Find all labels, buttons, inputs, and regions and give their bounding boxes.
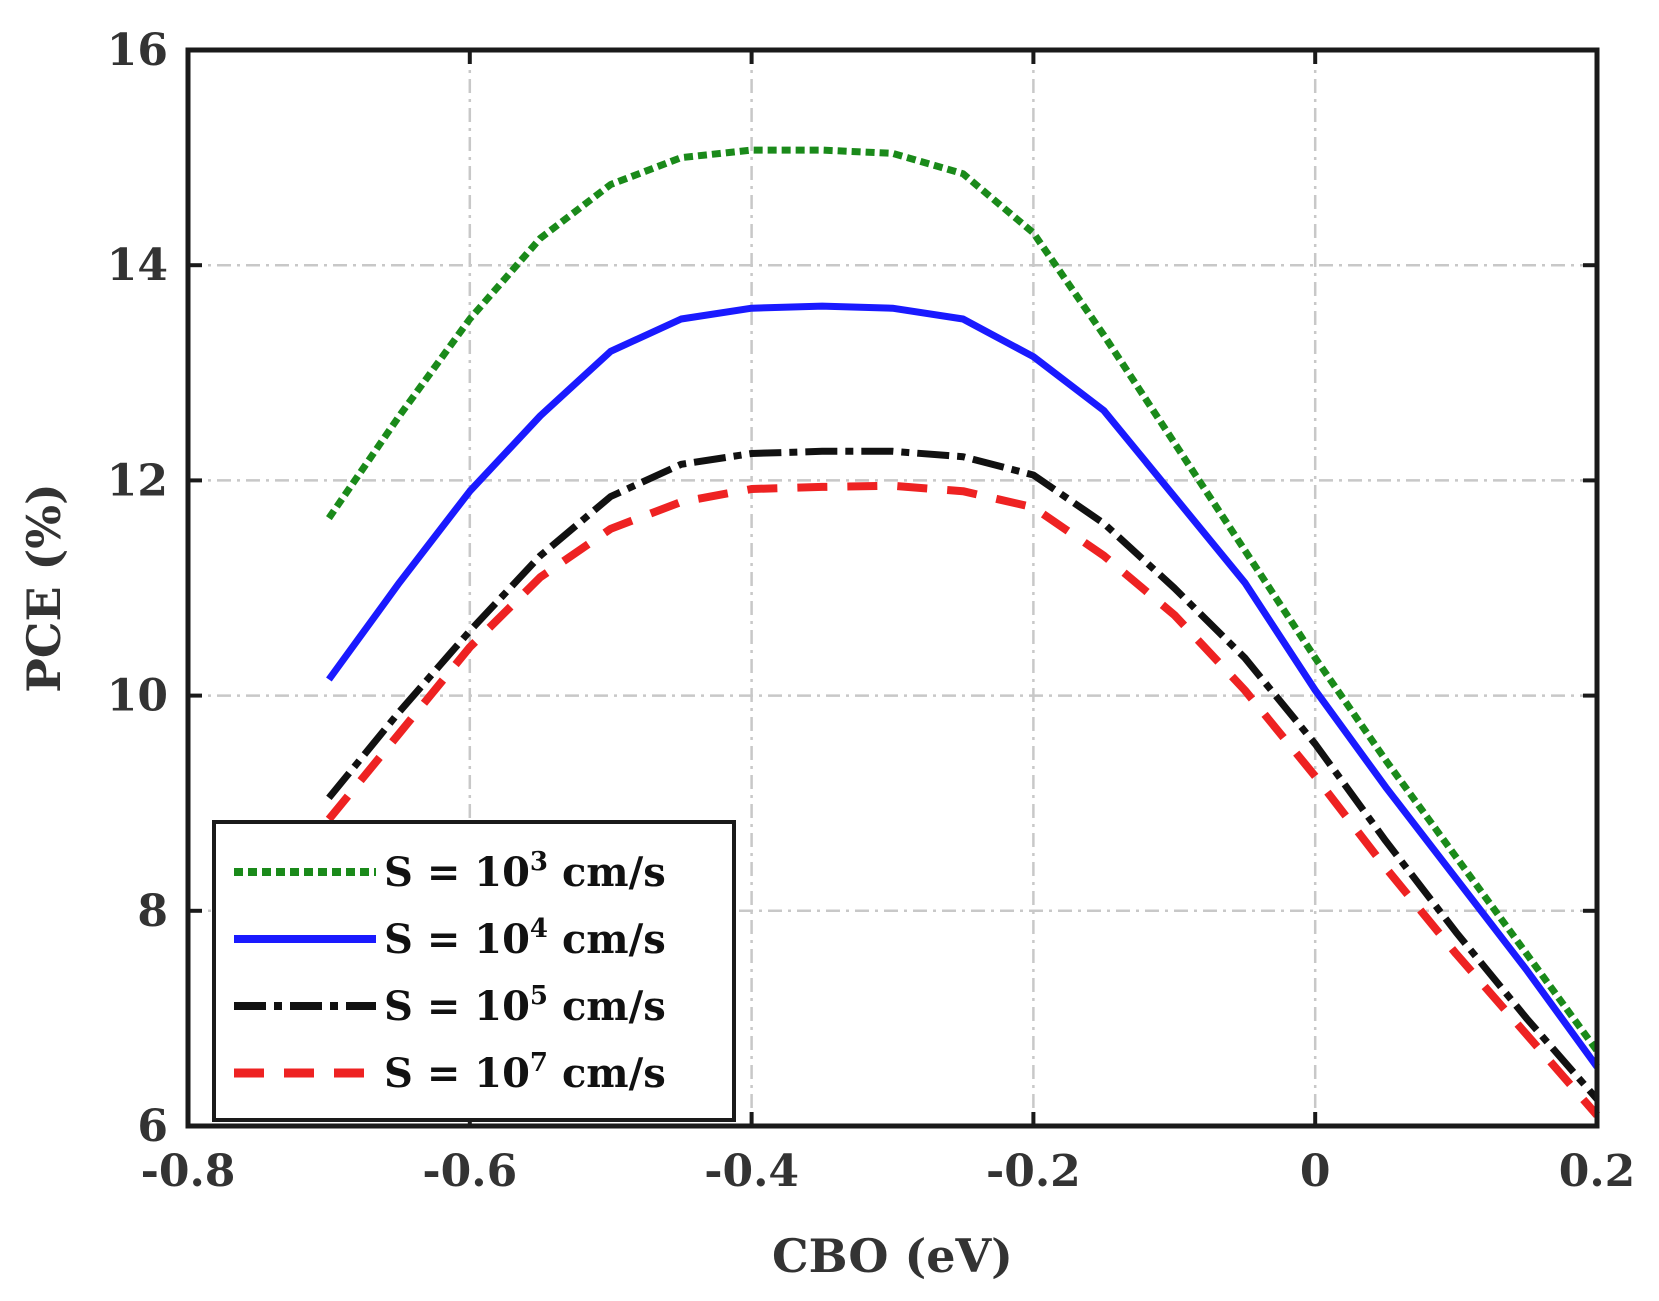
- x-tick-label: -0.4: [704, 1146, 799, 1197]
- series-line-3: [326, 447, 1600, 1102]
- series-layer: [325, 146, 1601, 1118]
- legend-label-1: S = 103 cm/s: [384, 847, 666, 896]
- y-tick-label: 10: [107, 671, 168, 722]
- plot-frame: [185, 47, 1600, 1129]
- x-tick-label: 0.2: [1559, 1146, 1636, 1197]
- x-tick-label: -0.2: [986, 1146, 1081, 1197]
- y-tick-label: 8: [137, 886, 168, 937]
- series-line-4: [325, 481, 1601, 1118]
- y-tick-label: 6: [137, 1101, 168, 1152]
- y-tick-label: 12: [107, 455, 168, 506]
- legend: S = 103 cm/s S = 104 cm/s S = 105 cm/s S = …: [212, 820, 736, 1122]
- series-line-1: [326, 146, 1600, 1053]
- legend-label-2: S = 104 cm/s: [384, 914, 666, 963]
- y-tick-label: 14: [107, 240, 168, 291]
- y-axis-label: PCE (%): [17, 483, 71, 693]
- legend-label-3: S = 105 cm/s: [384, 981, 666, 1030]
- series-line-2: [326, 302, 1600, 1069]
- axis-ticks: -0.8 -0.6 -0.4 -0.2 0 0.2 6 8 10 12 14 16: [107, 25, 1636, 1197]
- x-tick-label: 0: [1300, 1146, 1331, 1197]
- x-axis-label: CBO (eV): [772, 1229, 1013, 1283]
- x-tick-label: -0.6: [422, 1146, 517, 1197]
- y-tick-label: 16: [107, 25, 168, 76]
- legend-label-4: S = 107 cm/s: [384, 1048, 666, 1097]
- x-tick-label: -0.8: [141, 1146, 236, 1197]
